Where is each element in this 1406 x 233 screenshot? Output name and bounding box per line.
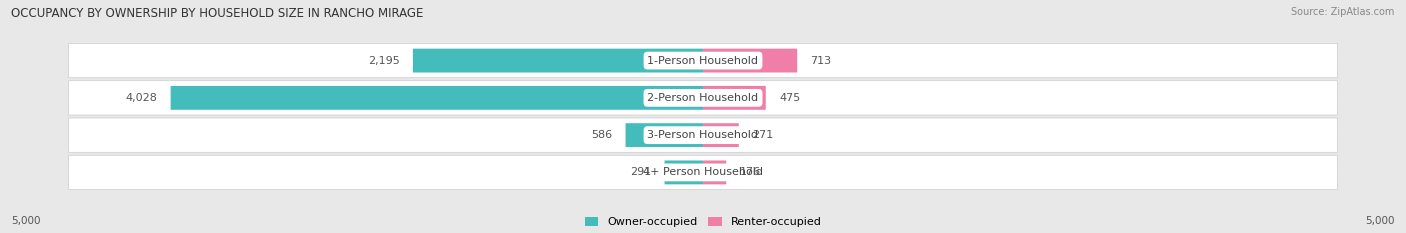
FancyBboxPatch shape bbox=[626, 123, 703, 147]
Text: 475: 475 bbox=[779, 93, 800, 103]
Text: 271: 271 bbox=[752, 130, 773, 140]
Text: 1-Person Household: 1-Person Household bbox=[648, 56, 758, 65]
Text: 5,000: 5,000 bbox=[1365, 216, 1395, 226]
Text: Source: ZipAtlas.com: Source: ZipAtlas.com bbox=[1291, 7, 1395, 17]
FancyBboxPatch shape bbox=[703, 49, 797, 72]
Text: 176: 176 bbox=[740, 168, 761, 177]
FancyBboxPatch shape bbox=[69, 43, 1337, 78]
FancyBboxPatch shape bbox=[69, 155, 1337, 190]
Text: 2-Person Household: 2-Person Household bbox=[647, 93, 759, 103]
Text: 4+ Person Household: 4+ Person Household bbox=[643, 168, 763, 177]
FancyBboxPatch shape bbox=[413, 49, 703, 72]
FancyBboxPatch shape bbox=[69, 118, 1337, 152]
FancyBboxPatch shape bbox=[703, 123, 738, 147]
Text: 4,028: 4,028 bbox=[125, 93, 157, 103]
FancyBboxPatch shape bbox=[69, 81, 1337, 115]
Text: 2,195: 2,195 bbox=[368, 56, 399, 65]
Text: 586: 586 bbox=[591, 130, 613, 140]
Legend: Owner-occupied, Renter-occupied: Owner-occupied, Renter-occupied bbox=[585, 217, 821, 227]
Text: 3-Person Household: 3-Person Household bbox=[648, 130, 758, 140]
FancyBboxPatch shape bbox=[170, 86, 703, 110]
Text: 5,000: 5,000 bbox=[11, 216, 41, 226]
FancyBboxPatch shape bbox=[703, 86, 766, 110]
Text: OCCUPANCY BY OWNERSHIP BY HOUSEHOLD SIZE IN RANCHO MIRAGE: OCCUPANCY BY OWNERSHIP BY HOUSEHOLD SIZE… bbox=[11, 7, 423, 20]
FancyBboxPatch shape bbox=[703, 161, 727, 184]
FancyBboxPatch shape bbox=[665, 161, 703, 184]
Text: 291: 291 bbox=[630, 168, 651, 177]
Text: 713: 713 bbox=[810, 56, 831, 65]
